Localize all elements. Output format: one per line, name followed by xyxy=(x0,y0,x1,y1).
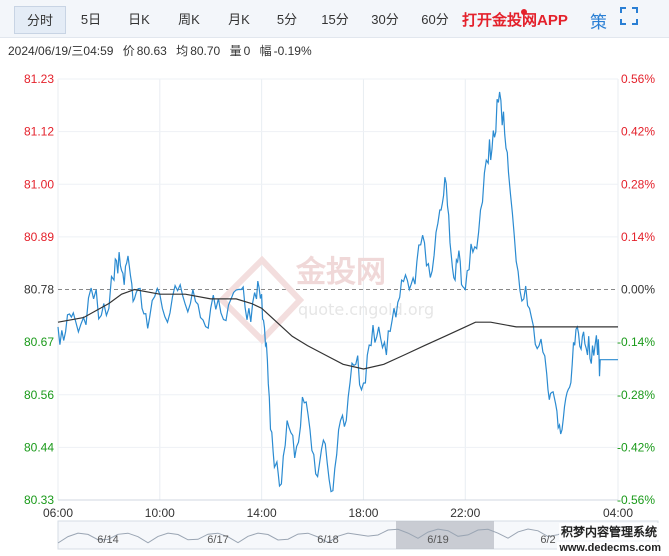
volume-value: 0 xyxy=(243,44,251,58)
navigator-date-label: 6/19 xyxy=(427,534,448,546)
watermark-brand: 金投网 xyxy=(295,255,386,290)
fullscreen-icon-svg xyxy=(620,7,638,25)
x-tick-label: 10:00 xyxy=(145,506,175,520)
site-footer-title: 积梦内容管理系统 xyxy=(558,523,659,540)
strategy-icon[interactable]: 策 xyxy=(590,13,607,32)
tab-15min[interactable]: 15分 xyxy=(321,12,349,27)
pct-tick-label: -0.56% xyxy=(617,493,655,507)
pct-tick-label: 0.28% xyxy=(621,177,655,191)
tab-5min[interactable]: 5分 xyxy=(276,12,298,27)
price-chart[interactable]: 金投网 quote.cngold.org 81.23 81.12 81.00 80.8… xyxy=(0,60,669,556)
pct-tick-label: -0.14% xyxy=(617,335,655,349)
pct-tick-label: 0.00% xyxy=(621,283,655,297)
x-axis: 06:00 10:00 14:00 18:00 22:00 04:00 xyxy=(43,499,633,520)
y-axis-left: 81.23 81.12 81.00 80.89 80.78 80.67 80.56 80.44… xyxy=(24,72,54,507)
y-tick-label: 81.12 xyxy=(24,125,54,139)
quote-datetime: 2024/06/19/三04:59 xyxy=(8,44,114,58)
navigator-date-label: 6/18 xyxy=(317,534,338,546)
price-label: 价 xyxy=(122,44,135,58)
avg-value: 80.70 xyxy=(190,44,221,58)
price-line xyxy=(57,91,618,493)
tab-60min[interactable]: 60分 xyxy=(421,12,449,27)
navigator-date-label: 6/17 xyxy=(207,534,228,546)
pct-tick-label: -0.28% xyxy=(617,388,655,402)
y-tick-label: 80.56 xyxy=(24,388,54,402)
average-line xyxy=(57,288,618,370)
tab-monthly-k[interactable]: 月K xyxy=(228,12,250,27)
navigator-preview-line xyxy=(57,528,659,544)
y-tick-label: 80.33 xyxy=(24,493,54,507)
y-tick-label: 80.67 xyxy=(24,335,54,349)
watermark-url: quote.cngold.org xyxy=(298,300,434,319)
y-tick-label: 81.23 xyxy=(24,72,54,86)
x-tick-label: 22:00 xyxy=(450,506,480,520)
pct-tick-label: -0.42% xyxy=(617,440,655,454)
pct-tick-label: 0.56% xyxy=(621,72,655,86)
y-tick-label: 80.89 xyxy=(24,230,54,244)
avg-label: 均 xyxy=(176,44,189,58)
y-tick-label: 81.00 xyxy=(24,177,54,191)
tab-30min[interactable]: 30分 xyxy=(371,12,399,27)
x-tick-label: 04:00 xyxy=(603,506,633,520)
navigator-date-label: 6/14 xyxy=(97,534,118,546)
y-tick-label: 80.78 xyxy=(24,283,54,297)
toolbar: 分时 5日 日K 周K 月K 5分 15分 30分 60分 打开金投网APP 策 xyxy=(0,0,669,38)
notification-dot xyxy=(521,9,527,15)
navigator-date-label: 6/2 xyxy=(540,534,555,546)
x-tick-label: 14:00 xyxy=(247,506,277,520)
pct-tick-label: 0.42% xyxy=(621,125,655,139)
change-label: 幅 xyxy=(259,44,272,58)
tab-timeshare[interactable]: 分时 xyxy=(14,6,66,34)
watermark: 金投网 quote.cngold.org xyxy=(217,255,434,345)
open-app-link[interactable]: 打开金投网APP xyxy=(462,12,568,29)
tab-daily-k[interactable]: 日K xyxy=(128,12,150,27)
x-tick-label: 18:00 xyxy=(348,506,378,520)
x-tick-label: 06:00 xyxy=(43,506,73,520)
y-tick-label: 80.44 xyxy=(24,440,54,454)
watermark-logo xyxy=(217,255,305,345)
tab-5day[interactable]: 5日 xyxy=(80,12,102,27)
change-value: -0.19% xyxy=(273,44,312,58)
price-value: 80.63 xyxy=(136,44,167,58)
pct-tick-label: 0.14% xyxy=(621,230,655,244)
fullscreen-icon[interactable] xyxy=(620,7,638,30)
site-footer-url: www.dedecms.com xyxy=(557,542,663,554)
y-axis-right: 0.56% 0.42% 0.28% 0.14% 0.00% -0.14% -0.28% -0.… xyxy=(617,72,655,507)
series-layer xyxy=(57,91,618,493)
tab-weekly-k[interactable]: 周K xyxy=(178,12,200,27)
volume-label: 量 xyxy=(229,44,242,58)
